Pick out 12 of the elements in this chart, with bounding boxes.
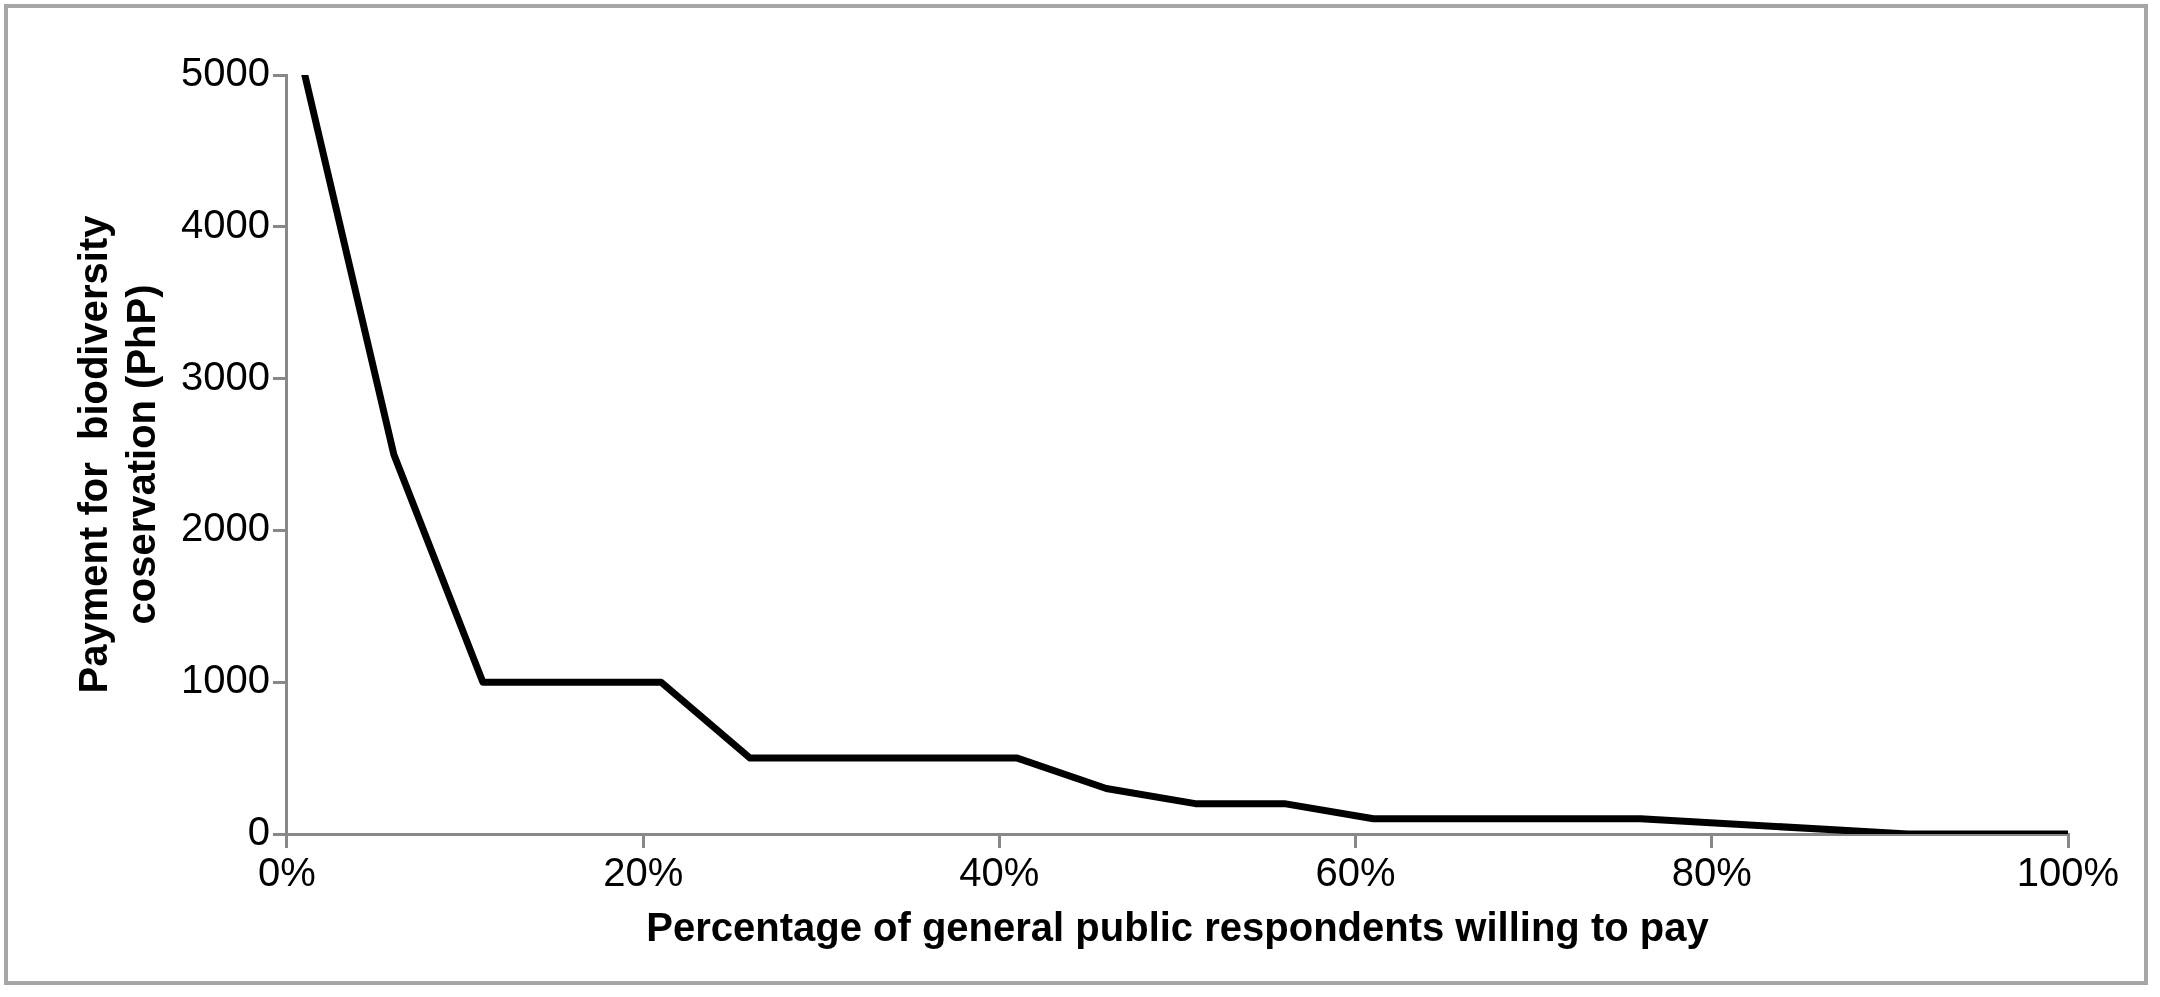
y-tick-label: 1000 — [181, 657, 270, 702]
x-tick-label: 80% — [1671, 850, 1752, 895]
y-tick-label: 5000 — [181, 50, 270, 95]
x-axis-title: Percentage of general public respondents willing to pay — [646, 905, 1710, 950]
y-axis-title: Payment for biodiversity coservation (PhP) — [71, 214, 164, 694]
x-tick-label: 20% — [603, 850, 684, 895]
x-tick-label: 40% — [959, 850, 1040, 895]
x-tick-label: 60% — [1315, 850, 1396, 895]
x-tick-label: 100% — [2016, 850, 2120, 895]
y-tick-label: 3000 — [181, 353, 270, 398]
y-tick-label: 4000 — [181, 201, 270, 246]
y-tick-label: 2000 — [181, 505, 270, 550]
